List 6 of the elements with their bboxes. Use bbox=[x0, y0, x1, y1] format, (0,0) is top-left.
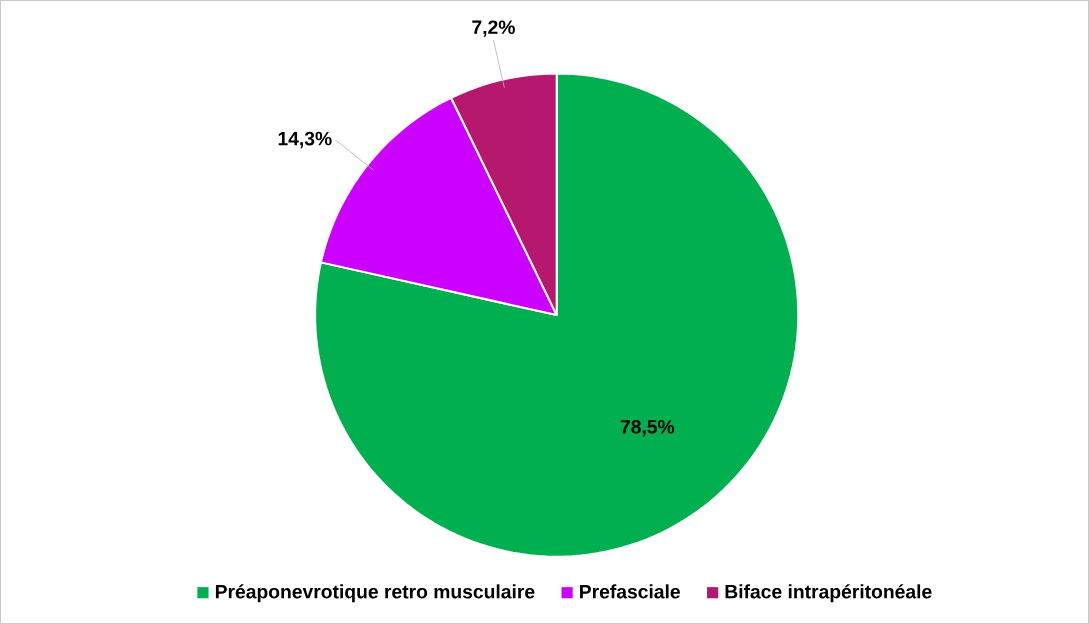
legend-label: Prefasciale bbox=[580, 584, 680, 599]
data-label: 14,3% bbox=[278, 131, 332, 149]
data-label: 7,2% bbox=[472, 20, 515, 37]
legend-label: Préaponevrotique retro musculaire bbox=[215, 584, 535, 603]
data-label: 78,5% bbox=[620, 419, 675, 437]
legend-label: Biface intrapéritonéale bbox=[725, 584, 932, 603]
